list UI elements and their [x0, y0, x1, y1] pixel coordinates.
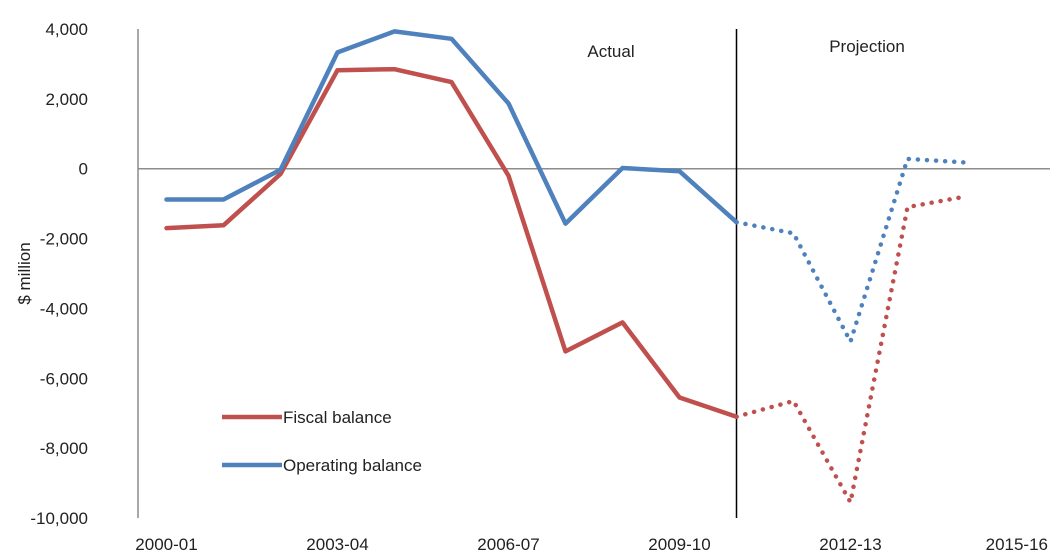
x-axis: 2000-01 2003-04 2006-07 2009-10 2012-13 2015-… — [135, 535, 1048, 554]
projection-annotation: Projection — [829, 37, 905, 56]
x-tick-label: 2000-01 — [135, 535, 197, 554]
actual-annotation: Actual — [587, 42, 634, 61]
series-line-projection-0 — [734, 194, 967, 509]
legend: Fiscal balance Operating balance — [222, 408, 422, 475]
series-layer — [164, 29, 967, 509]
y-tick-label: 4,000 — [45, 20, 88, 39]
x-tick-label: 2012-13 — [819, 535, 881, 554]
y-tick-label: 0 — [79, 160, 88, 179]
x-tick-label: 2009-10 — [648, 535, 710, 554]
y-tick-label: -4,000 — [40, 299, 88, 318]
x-tick-label: 2015-16 — [986, 535, 1048, 554]
legend-label: Operating balance — [283, 456, 422, 475]
series-line-actual-0 — [164, 66, 739, 419]
series-line-projection-1 — [734, 156, 967, 348]
y-tick-label: -10,000 — [30, 509, 88, 528]
y-axis: 4,000 2,000 0 -2,000 -4,000 -6,000 -8,000 -10,0… — [30, 20, 88, 528]
series-line-actual-1 — [164, 29, 739, 226]
y-tick-label: 2,000 — [45, 90, 88, 109]
axes — [137, 29, 1050, 518]
y-tick-label: -6,000 — [40, 369, 88, 388]
x-tick-label: 2006-07 — [477, 535, 539, 554]
legend-label: Fiscal balance — [283, 408, 392, 427]
y-tick-label: -8,000 — [40, 439, 88, 458]
y-axis-title: $ million — [15, 242, 34, 304]
y-tick-label: -2,000 — [40, 230, 88, 249]
x-tick-label: 2003-04 — [306, 535, 368, 554]
